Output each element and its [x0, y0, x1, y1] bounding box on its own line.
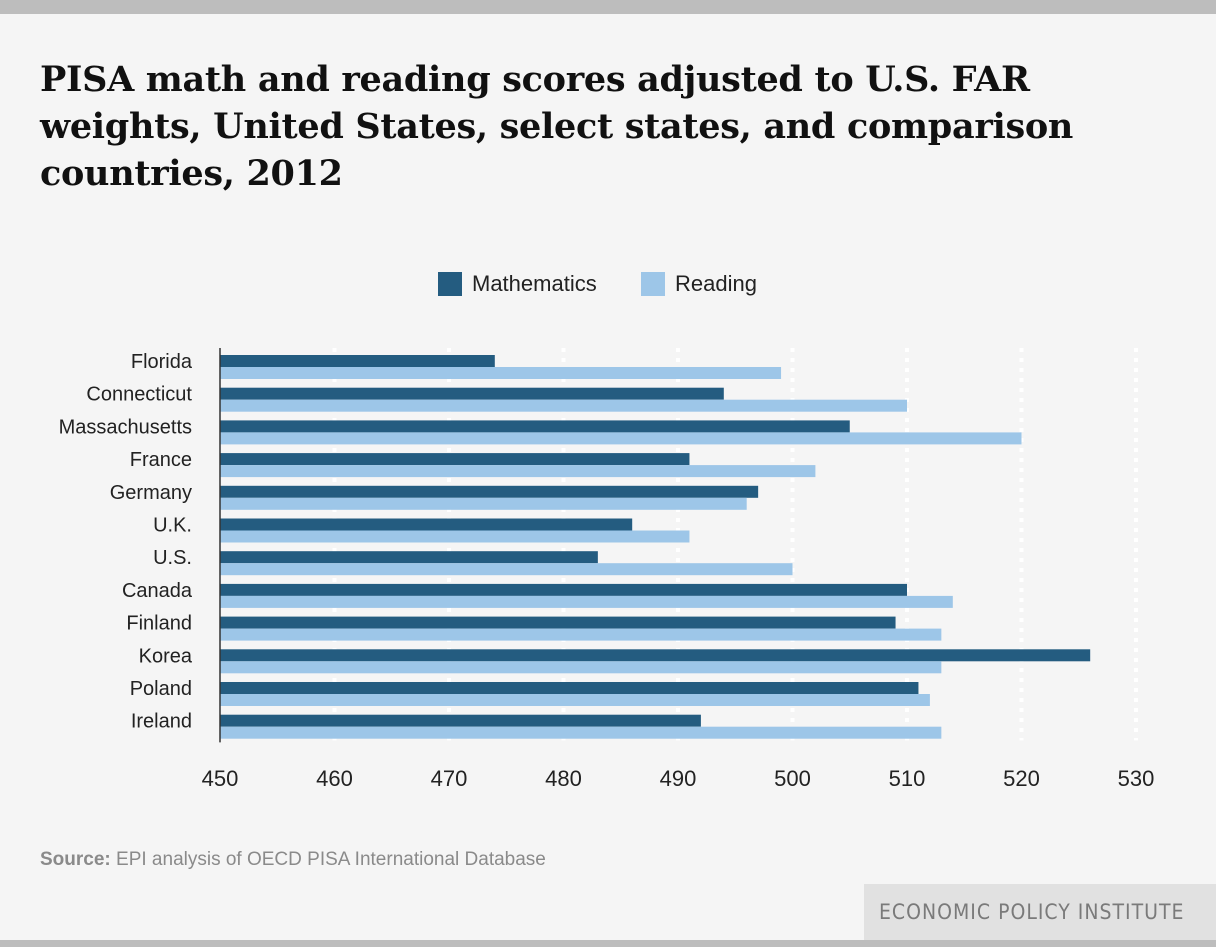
- category-label: Finland: [126, 613, 192, 635]
- x-tick-label: 450: [202, 766, 239, 791]
- bar-mathematics: [220, 583, 907, 596]
- source-label: Source:: [40, 849, 111, 870]
- legend-swatch-mathematics: [438, 272, 462, 296]
- category-label: Korea: [139, 645, 193, 667]
- bar-mathematics: [220, 387, 724, 400]
- brand-logo: ECONOMIC POLICY INSTITUTE: [864, 884, 1216, 940]
- bar-mathematics: [220, 420, 850, 433]
- x-tick-label: 480: [545, 766, 582, 791]
- legend-item-reading: Reading: [641, 268, 757, 300]
- bar-mathematics: [220, 551, 598, 564]
- x-tick-label: 460: [316, 766, 353, 791]
- category-label: France: [130, 449, 192, 471]
- category-label: Canada: [122, 580, 193, 602]
- x-tick-label: 470: [431, 766, 468, 791]
- category-label: Poland: [130, 678, 192, 700]
- bar-mathematics: [220, 682, 919, 694]
- bar-mathematics: [220, 485, 759, 498]
- x-tick-label: 520: [1003, 766, 1040, 791]
- legend-label-reading: Reading: [675, 271, 757, 296]
- bar-reading: [220, 367, 782, 379]
- legend-swatch-reading: [641, 272, 665, 296]
- category-label: Germany: [110, 482, 192, 504]
- category-label: U.S.: [153, 547, 192, 569]
- bar-reading: [220, 595, 953, 608]
- bar-reading: [220, 661, 942, 674]
- x-tick-label: 500: [774, 766, 811, 791]
- bottom-border: [0, 940, 1216, 947]
- bar-mathematics: [220, 453, 690, 466]
- bar-reading: [220, 432, 1022, 445]
- bar-reading: [220, 399, 907, 412]
- bar-reading: [220, 497, 747, 510]
- category-label: Massachusetts: [59, 416, 192, 438]
- bar-mathematics: [220, 518, 633, 531]
- category-label: U.K.: [153, 515, 192, 537]
- bar-reading: [220, 563, 793, 576]
- source-text: EPI analysis of OECD PISA International …: [110, 849, 546, 870]
- legend-label-mathematics: Mathematics: [472, 271, 597, 296]
- category-label: Florida: [131, 351, 193, 373]
- category-label: Connecticut: [86, 384, 192, 406]
- bar-reading: [220, 726, 942, 739]
- source-note: Source: EPI analysis of OECD PISA Intern…: [40, 849, 546, 871]
- x-tick-label: 490: [660, 766, 697, 791]
- top-border: [0, 0, 1216, 14]
- chart-title: PISA math and reading scores adjusted to…: [40, 59, 1074, 194]
- x-tick-label: 530: [1118, 766, 1155, 791]
- x-tick-label: 510: [889, 766, 926, 791]
- bar-mathematics: [220, 714, 701, 727]
- bar-mathematics: [220, 649, 1091, 662]
- bar-mathematics: [220, 616, 896, 629]
- legend: Mathematics Reading: [0, 268, 1216, 300]
- legend-item-mathematics: Mathematics: [438, 268, 597, 300]
- bar-reading: [220, 530, 690, 543]
- bar-reading: [220, 628, 942, 641]
- bar-mathematics: [220, 355, 495, 367]
- bar-reading: [220, 465, 816, 478]
- category-label: Ireland: [131, 711, 192, 733]
- bar-reading: [220, 694, 930, 706]
